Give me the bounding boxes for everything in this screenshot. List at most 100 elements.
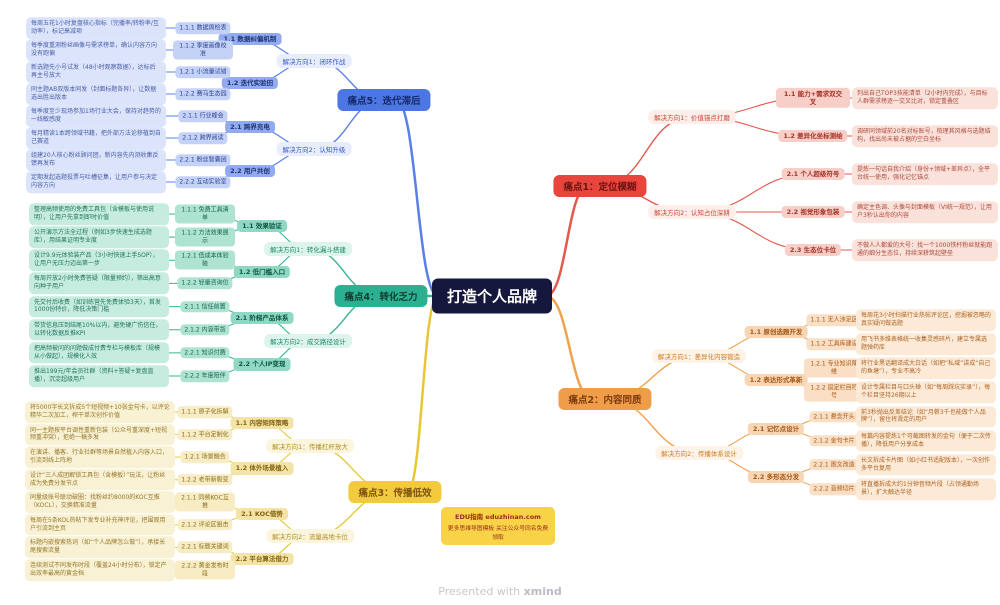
detail-note[interactable]: 设计9.9元体验装产品（3小时快速上手SOP），让用户无压力迈出第一步	[29, 249, 169, 272]
detail-note[interactable]: 列出自己TOP3技能清单（2小时内完成），与目标人群需求榜逐一交叉比对，锁定重叠…	[852, 87, 998, 109]
topic-node[interactable]: 2.2 用户共创	[225, 164, 275, 178]
subtopic-node[interactable]: 1.1.2 方法效果展示	[175, 227, 235, 247]
topic-node[interactable]: 2.1 KOC借势	[236, 507, 288, 520]
detail-note[interactable]: 不做人人都爱的大号：找一个1000铁杆粉丝就能跑通的细分生态位，持续深耕筑起壁垒	[852, 239, 998, 261]
topic-node[interactable]: 2.2 多形态分发	[747, 470, 805, 483]
detail-note[interactable]: 将5000字长文拆成5个短视频+10张金句卡，以评论精华二次加工，榨干单次创作价…	[25, 401, 175, 423]
topic-node[interactable]: 1.2 体外场景植入	[230, 462, 294, 475]
topic-node[interactable]: 2.1 个人超级符号	[781, 167, 845, 181]
topic-node[interactable]: 1.1 数据纠偏机制	[218, 32, 282, 46]
subtopic-node[interactable]: 2.1.2 金句卡片	[809, 434, 859, 447]
subtopic-node[interactable]: 1.2.2 轻量咨询位	[177, 277, 233, 290]
detail-note[interactable]: 设计“三人成团解锁工具包（含模板）”玩法，让粉丝成为免费分发节点	[25, 468, 175, 491]
direction-node[interactable]: 解决方向1：闭环作战	[276, 54, 352, 68]
detail-note[interactable]: 新选题先小号试发（48小时观察数据），达标后再主号放大	[26, 61, 166, 83]
subtopic-node[interactable]: 2.1.1 悬念开头	[809, 410, 859, 423]
detail-note[interactable]: 每季度至少现场参加1场行业大会，保持对趋势的一线敏感度	[26, 105, 166, 127]
subtopic-node[interactable]: 2.1.2 内容带货	[180, 323, 230, 336]
detail-note[interactable]: 将直播拆成大约1分钟音频片段（占领通勤场景），扩大触达半径	[856, 478, 996, 500]
subtopic-node[interactable]: 2.1.1 信任前置	[180, 300, 230, 313]
direction-node[interactable]: 解决方向1：价值锚点打磨	[648, 110, 736, 124]
subtopic-node[interactable]: 1.1.2 工具库建设	[806, 338, 862, 350]
topic-node[interactable]: 2.2 个人IP变现	[233, 358, 291, 371]
direction-node[interactable]: 解决方向1：差异化内容锻造	[651, 349, 747, 364]
detail-note[interactable]: 连续测试不同发布时段（覆盖24小时分布），锁定产出效率最高的黄金档	[25, 559, 175, 581]
detail-note[interactable]: 每篇内容提炼1个可截图转发的金句（便于二次传播），降低用户分享成本	[856, 429, 996, 452]
branch-label[interactable]: 痛点3：传播低效	[348, 481, 442, 503]
central-topic-node[interactable]: 打造个人品牌	[431, 278, 553, 314]
detail-note[interactable]: 调研同领域前20名对标账号，梳理其风格与选题结构，找出尚未被占据的空白坐标	[852, 125, 998, 147]
subtopic-node[interactable]: 1.1.2 季度画像校准	[173, 40, 233, 60]
detail-note[interactable]: 设计专属栏目与口头禅（如“每周踩坑实录”），每个栏目坚持26期以上	[856, 381, 996, 404]
subtopic-node[interactable]: 1.1.2 平台定制化	[177, 428, 233, 441]
topic-node[interactable]: 1.2 迭代实验田	[221, 76, 279, 90]
topic-node[interactable]: 1.2 表达形式革新	[744, 374, 808, 387]
subtopic-node[interactable]: 1.1.1 数据周检表	[175, 22, 231, 34]
subtopic-node[interactable]: 1.1.1 无人涉足区	[806, 314, 862, 326]
topic-node[interactable]: 1.1 效果验证	[237, 219, 287, 232]
detail-note[interactable]: 把高频被问的问题做成付费专栏与模板库（规模从小做起），规模化人效	[29, 342, 169, 364]
direction-node[interactable]: 解决方向1：转化漏斗搭建	[264, 241, 352, 256]
topic-node[interactable]: 1.1 能力+需求双交叉	[776, 87, 850, 109]
subtopic-node[interactable]: 1.2.1 专业知识降维	[804, 358, 864, 378]
detail-note[interactable]: 将行业黑话翻译成大白话（如把“私域”讲成“自己的鱼塘”），专业不高冷	[856, 357, 996, 380]
detail-note[interactable]: 标题内嵌搜索热词（如“个人品牌怎么做”），承接长尾搜索流量	[25, 536, 175, 559]
detail-note[interactable]: 提炼一句话自我介绍（身份+领域+差异点），全平台统一使用，强化记忆锚点	[852, 163, 998, 185]
topic-node[interactable]: 1.1 内容矩阵策略	[230, 417, 294, 430]
topic-node[interactable]: 2.1 记忆点设计	[747, 422, 805, 435]
topic-node[interactable]: 2.2 视觉形象包装	[781, 205, 845, 219]
detail-note[interactable]: 每月精读1本跨领域书籍，把外部方法论移植到自己赛道	[26, 127, 166, 149]
promo-note[interactable]: EDU指南 eduzhinan.com 更多思维导图模板 关注公众号同名免费领取	[441, 507, 555, 545]
branch-label[interactable]: 痛点5：迭代滞后	[337, 89, 431, 111]
subtopic-node[interactable]: 2.1.2 评论区狙击	[177, 519, 233, 531]
subtopic-node[interactable]: 1.2.2 赛马生态园	[175, 88, 231, 100]
topic-node[interactable]: 2.1 阶梯产品体系	[230, 312, 294, 325]
detail-note[interactable]: 每季度重测粉丝画像与需求榜单，确认内容方向没有跑偏	[26, 39, 166, 61]
direction-node[interactable]: 解决方向2：认知升级	[276, 142, 352, 156]
topic-node[interactable]: 2.1 跨界充电	[225, 120, 275, 134]
detail-note[interactable]: 带货信息压到结尾10%以内，避免硬广伤信任，以转化数据反推KPI	[29, 318, 169, 341]
detail-note[interactable]: 在演讲、播客、行业社群等场景自然植入内容入口，引流到线上阵地	[25, 446, 175, 468]
direction-node[interactable]: 解决方向1：传播杠杆放大	[266, 438, 354, 453]
direction-node[interactable]: 解决方向2：流量高地卡位	[266, 529, 354, 544]
subtopic-node[interactable]: 1.2.1 小流量试错	[175, 66, 231, 78]
branch-label[interactable]: 痛点4：转化乏力	[334, 285, 428, 307]
subtopic-node[interactable]: 1.1.1 免费工具清单	[175, 204, 235, 224]
subtopic-node[interactable]: 2.2.1 标题关键词	[177, 541, 233, 554]
detail-note[interactable]: 每周花3小时扫描行业热帖评论区，挖掘被忽略的真实疑问做选题	[856, 309, 996, 331]
subtopic-node[interactable]: 1.2.2 固定栏目符号	[804, 382, 864, 402]
subtopic-node[interactable]: 2.2.2 年度陪伴	[180, 370, 230, 382]
detail-note[interactable]: 同一主题按平台调性重新包装（公众号重深度+短视频重冲突），拒绝一稿多发	[25, 423, 175, 446]
direction-node[interactable]: 解决方向2：认知占位深耕	[648, 205, 736, 219]
detail-note[interactable]: 先交付后收费（如训练营先免费体验3天），首发1000份特价，降低决策门槛	[29, 295, 169, 318]
detail-note[interactable]: 前3秒抛出反差结论（如“月薪3千也能做个人品牌”），留住将滑走的用户	[856, 405, 996, 428]
subtopic-node[interactable]: 1.2.1 场景融合	[180, 451, 230, 463]
subtopic-node[interactable]: 2.2.2 互动实验室	[175, 176, 231, 188]
detail-note[interactable]: 推出199元/年会员社群（资料+答疑+复盘直播），沉淀超级用户	[29, 365, 169, 387]
direction-node[interactable]: 解决方向2：传播体系设计	[655, 445, 743, 460]
detail-note[interactable]: 每周五花1小时复盘核心指标（完播率/转粉率/互动率），标记衰减项	[26, 17, 166, 39]
subtopic-node[interactable]: 2.1.2 跨界阅读	[178, 132, 228, 144]
detail-note[interactable]: 公开演示方法全过程（例如3步快速生成选题库），用结果证明专业度	[29, 226, 169, 248]
subtopic-node[interactable]: 2.1.1 同频KOC互推	[175, 492, 235, 512]
subtopic-node[interactable]: 1.2.2 老带新裂变	[177, 473, 233, 486]
branch-label[interactable]: 痛点1：定位模糊	[553, 175, 647, 197]
direction-node[interactable]: 解决方向2：成交路径设计	[264, 334, 352, 349]
subtopic-node[interactable]: 2.2.2 音频切片	[809, 483, 859, 495]
detail-note[interactable]: 确定主色调、头像与封面模板（VI统一规范），让用户3秒认出你的内容	[852, 201, 998, 223]
subtopic-node[interactable]: 2.2.1 粉丝智囊团	[175, 154, 231, 166]
topic-node[interactable]: 1.2 低门槛入口	[233, 265, 291, 278]
subtopic-node[interactable]: 1.2.1 低成本体验装	[175, 250, 235, 270]
detail-note[interactable]: 组建20人核心粉丝顾问团，新内容先内测收集反馈再发布	[26, 149, 166, 171]
detail-note[interactable]: 整理高频使用的免费工具包（含模板与使用说明），让用户先拿到即时价值	[29, 203, 169, 225]
topic-node[interactable]: 1.2 差异化坐标测绘	[778, 129, 848, 143]
detail-note[interactable]: 每周开放2小时免费答疑（限量预约），筛出高意向种子用户	[29, 272, 169, 295]
detail-note[interactable]: 长文拆成卡片图（如小红书适配版本），一次创作多平台复用	[856, 454, 996, 476]
detail-note[interactable]: 同主题AB双版本同发（封面标题各异），让数据选出胜出版本	[26, 83, 166, 105]
topic-node[interactable]: 2.3 生态位卡位	[784, 243, 842, 257]
subtopic-node[interactable]: 2.2.1 图文改造	[809, 459, 859, 471]
detail-note[interactable]: 用飞书多维表格统一收集灵感碎片，建立专属选题弹药库	[856, 333, 996, 355]
subtopic-node[interactable]: 2.2.2 黄金发布时段	[175, 560, 235, 580]
branch-label[interactable]: 痛点2：内容同质	[558, 388, 652, 410]
topic-node[interactable]: 2.2 平台算法借力	[230, 552, 294, 565]
